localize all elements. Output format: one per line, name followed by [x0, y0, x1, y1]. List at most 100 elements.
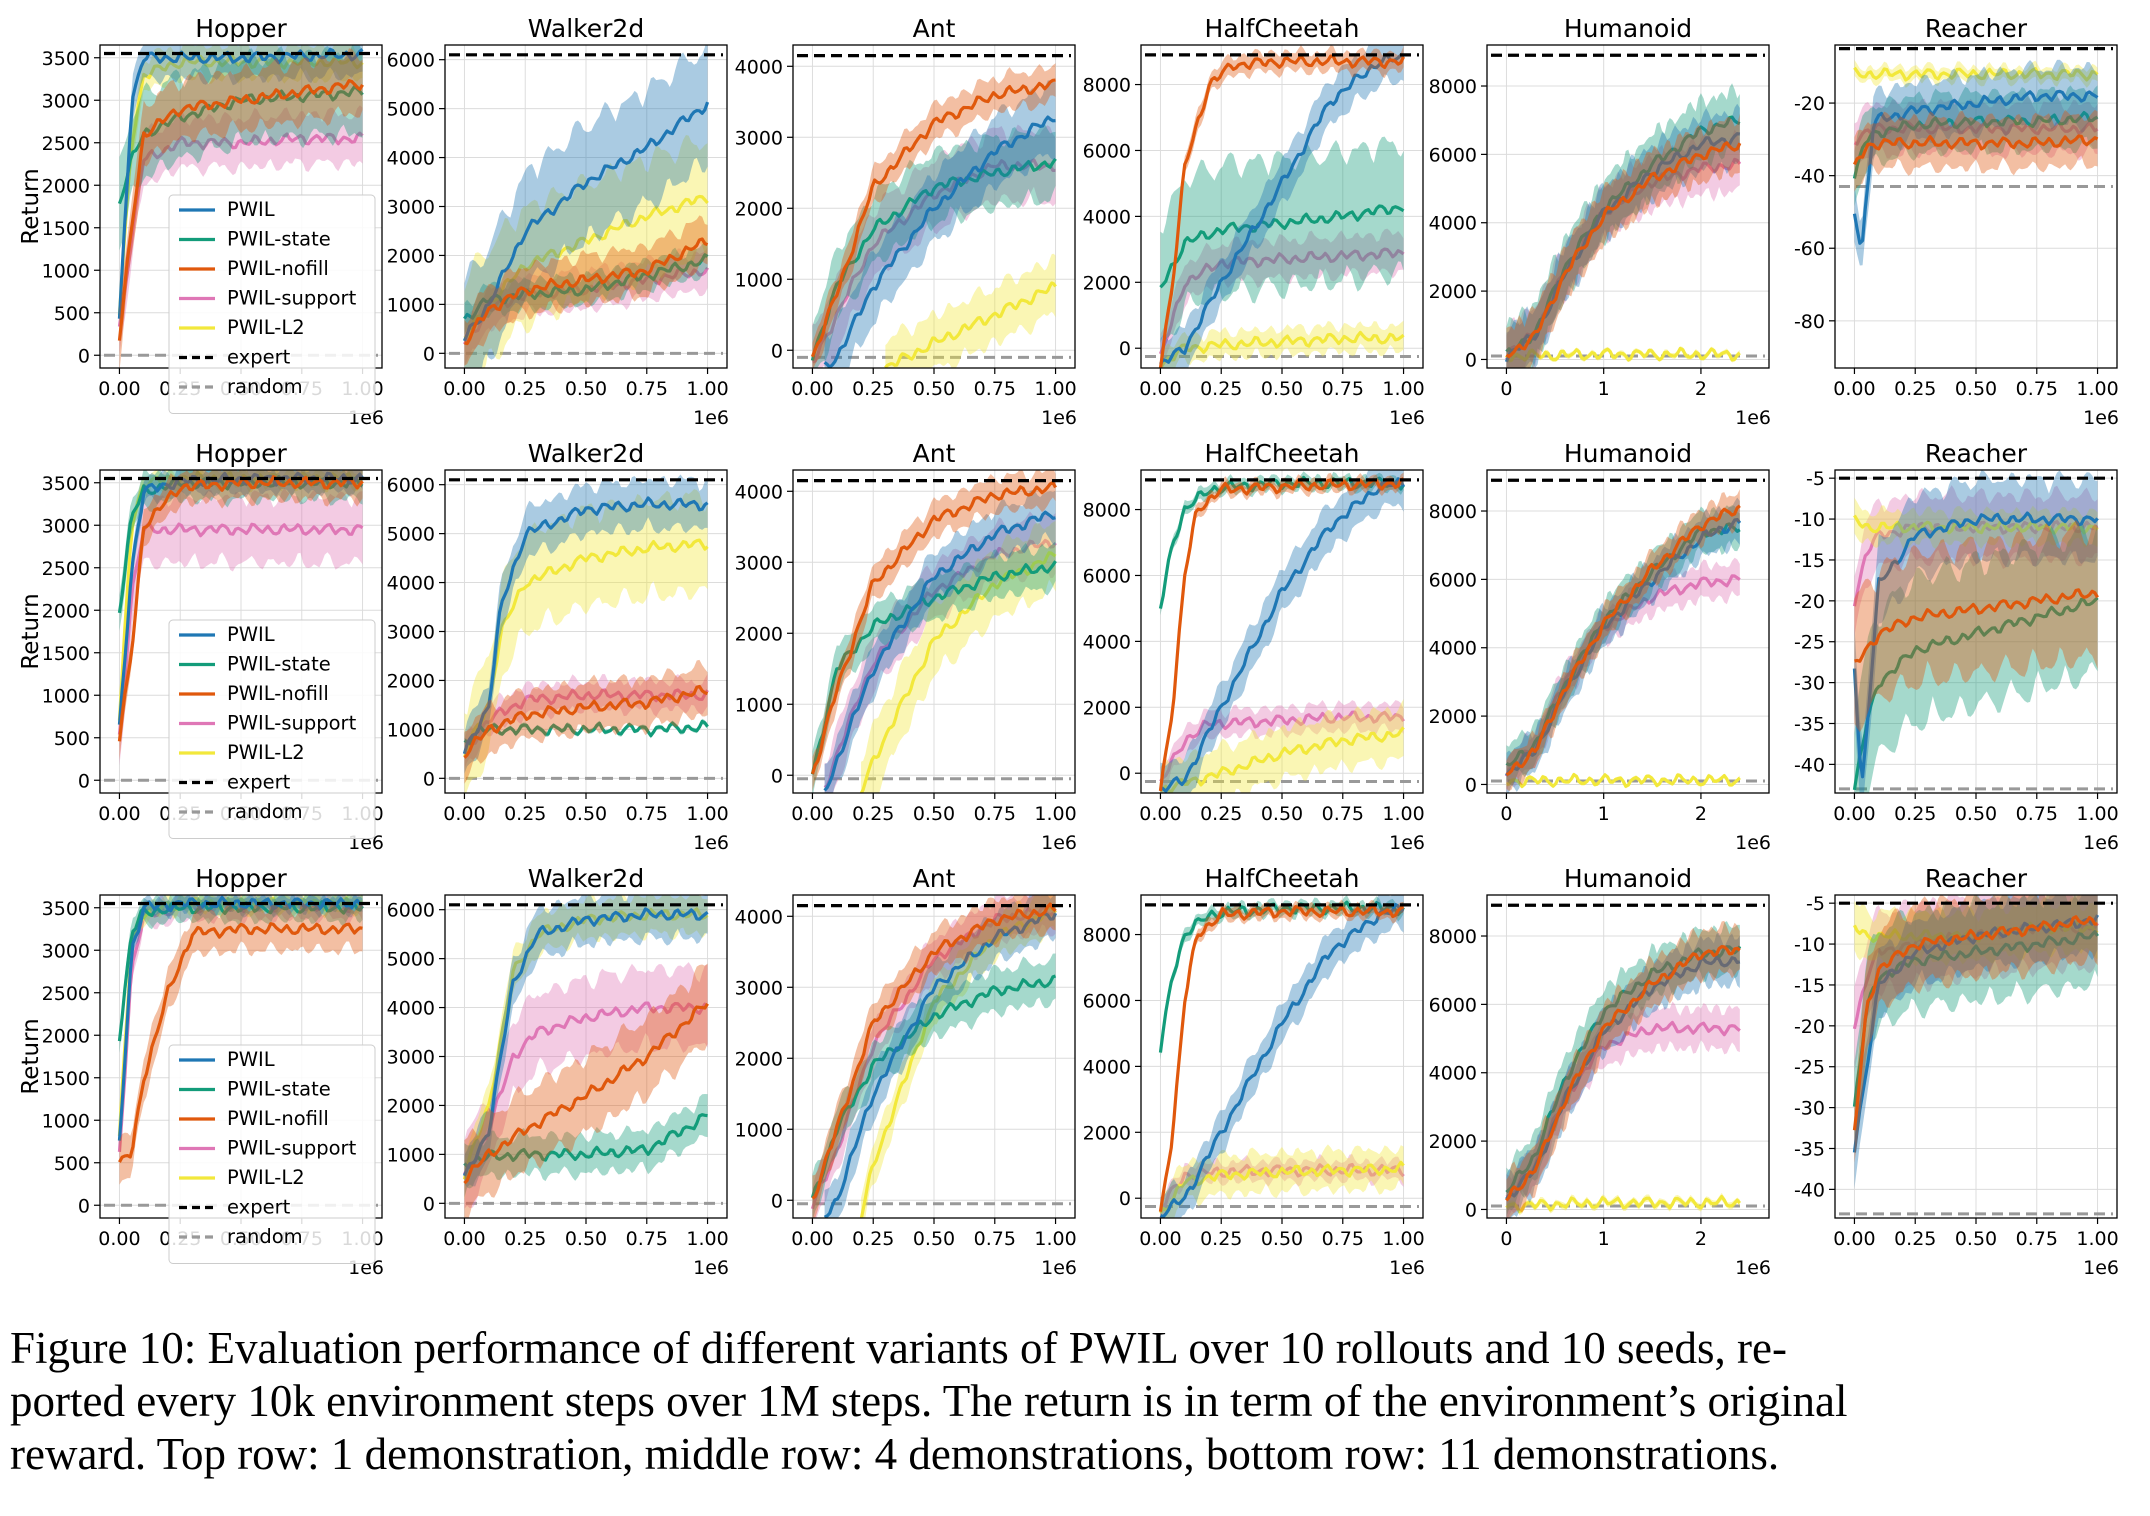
subplot-title: Ant — [913, 864, 956, 893]
y-tick-label: 0 — [771, 765, 783, 787]
x-tick-label: 0.25 — [1894, 378, 1936, 400]
y-tick-label: 5000 — [387, 949, 435, 971]
caption-line-1: Figure 10: Evaluation performance of dif… — [10, 1323, 1787, 1373]
series-line-pwil-nofill — [1158, 904, 1405, 1212]
subplot-humanoid-row3: 0 1 2 0 2000 4000 6000 8000 1e6 Humanoid — [1429, 864, 1771, 1279]
x-tick-label: 0.50 — [1261, 1228, 1303, 1250]
y-tick-label: -40 — [1794, 166, 1825, 188]
y-tick-label: 0 — [1465, 1199, 1477, 1221]
y-tick-label: 5000 — [387, 99, 435, 121]
y-tick-label: 2000 — [1083, 272, 1131, 294]
band-pwil-l2 — [861, 520, 1056, 793]
x-scale-label: 1e6 — [693, 832, 729, 854]
y-tick-label: 8000 — [1083, 75, 1131, 97]
y-tick-label: 0 — [78, 770, 90, 792]
band-pwil-nofill — [464, 963, 708, 1218]
series-line-pwil-state — [1159, 204, 1405, 289]
x-tick-label: 1.00 — [686, 803, 728, 825]
x-tick-label: 2 — [1695, 803, 1707, 825]
y-tick-label: 2000 — [1083, 1122, 1131, 1144]
x-tick-label: 0.50 — [565, 1228, 607, 1250]
series-line-pwil — [462, 496, 709, 755]
y-tick-label: -5 — [1806, 893, 1825, 915]
y-tick-label: 6000 — [1429, 994, 1477, 1016]
subplot-title: Reacher — [1925, 14, 2028, 43]
x-tick-label: 0.25 — [504, 378, 546, 400]
x-tick-label: 0.50 — [1955, 1228, 1997, 1250]
series-line-pwil-nofill — [1505, 504, 1741, 777]
caption-line-2: ported every 10k environment steps over … — [10, 1376, 1848, 1426]
series-line-pwil-nofill — [810, 78, 1056, 358]
band-pwil-l2 — [464, 134, 708, 368]
y-tick-label: -25 — [1794, 1057, 1825, 1079]
y-tick-label: -60 — [1794, 238, 1825, 260]
subplot-title: Reacher — [1925, 864, 2028, 893]
x-tick-label: 1.00 — [1034, 378, 1076, 400]
series-line-pwil-nofill — [1505, 141, 1742, 359]
series-line-pwil-nofill — [463, 1002, 709, 1185]
series-line-pwil-nofill — [1505, 945, 1741, 1202]
series-line-pwil — [823, 115, 1056, 368]
y-tick-label: 8000 — [1083, 500, 1131, 522]
band-pwil-support — [824, 511, 1056, 793]
x-scale-label: 1e6 — [693, 407, 729, 429]
series-line-pwil-state — [1505, 945, 1742, 1194]
subplot-reacher-row3: 0.00 0.25 0.50 0.75 1.00 -40 -35 -30 -25 -20 -15 -1… — [1794, 864, 2119, 1279]
figure-caption: Figure 10: Evaluation performance of dif… — [10, 1322, 2135, 1481]
y-tick-label: 4000 — [1083, 206, 1131, 228]
legend-label: PWIL-L2 — [227, 316, 305, 339]
band-pwil — [1160, 470, 1404, 793]
series-line-pwil-support — [117, 521, 364, 735]
y-tick-label: 0 — [1119, 1188, 1131, 1210]
band-pwil-nofill — [1854, 895, 2098, 1163]
series-line-pwil-nofill — [117, 79, 364, 341]
y-tick-label: 0 — [771, 340, 783, 362]
y-tick-label: 2000 — [735, 1048, 783, 1070]
subplot-ant-row1: 0.00 0.25 0.50 0.75 1.00 0 1000 2000 3000 4000 1e6… — [735, 14, 1077, 429]
y-tick-label: 3000 — [387, 622, 435, 644]
grid — [1487, 895, 1769, 1218]
x-scale-label: 1e6 — [2083, 1257, 2119, 1279]
band-pwil-support — [1506, 129, 1740, 368]
y-tick-label: 4000 — [1083, 631, 1131, 653]
band-pwil-support — [812, 124, 1056, 368]
band-pwil — [1506, 103, 1740, 368]
y-axis-label: Return — [18, 168, 44, 244]
series-line-pwil-nofill — [1158, 54, 1405, 368]
x-tick-label: 0.25 — [1200, 378, 1242, 400]
x-tick-label: 2 — [1695, 1228, 1707, 1250]
plot-area — [1145, 45, 1419, 368]
subplot-walker2d-row3: 0.00 0.25 0.50 0.75 1.00 0 1000 2000 3000 4000 500… — [387, 864, 729, 1279]
y-tick-label: -10 — [1794, 509, 1825, 531]
y-tick-label: 0 — [423, 768, 435, 790]
y-tick-label: 0 — [78, 345, 90, 367]
x-tick-label: 0.00 — [1139, 1228, 1181, 1250]
series-line-pwil-state — [810, 157, 1057, 361]
series-line-pwil — [1505, 517, 1742, 777]
x-scale-label: 1e6 — [1735, 1257, 1771, 1279]
x-tick-label: 0.25 — [852, 378, 894, 400]
y-tick-label: 6000 — [1083, 565, 1131, 587]
band-pwil-l2 — [1854, 896, 2098, 967]
y-tick-label: 1000 — [387, 719, 435, 741]
subplot-halfcheetah-row2: 0.00 0.25 0.50 0.75 1.00 0 2000 4000 6000 8000 1e6… — [1083, 439, 1425, 854]
x-scale-label: 1e6 — [1735, 832, 1771, 854]
axes-frame — [1486, 469, 1770, 794]
y-tick-label: 1500 — [42, 218, 90, 240]
legend-label: PWIL-state — [227, 653, 331, 676]
band-pwil-nofill — [1506, 113, 1740, 368]
y-tick-label: 3000 — [735, 127, 783, 149]
subplot-hopper-row1: 0.000.250.500.751.0005001000150020002500… — [18, 14, 384, 429]
y-tick-label: 4000 — [735, 906, 783, 928]
band-pwil — [1506, 497, 1740, 793]
x-tick-label: 1.00 — [2076, 1228, 2118, 1250]
subplot-title: Humanoid — [1564, 14, 1692, 43]
series-line-pwil-state — [810, 560, 1057, 775]
series-line-pwil-nofill — [811, 902, 1057, 1200]
subplot-title: Humanoid — [1564, 864, 1692, 893]
band-pwil-state — [1854, 520, 2098, 793]
band-pwil — [464, 474, 708, 774]
y-tick-label: 4000 — [1083, 1056, 1131, 1078]
x-tick-label: 0.00 — [98, 803, 140, 825]
subplot-title: HalfCheetah — [1205, 439, 1360, 468]
